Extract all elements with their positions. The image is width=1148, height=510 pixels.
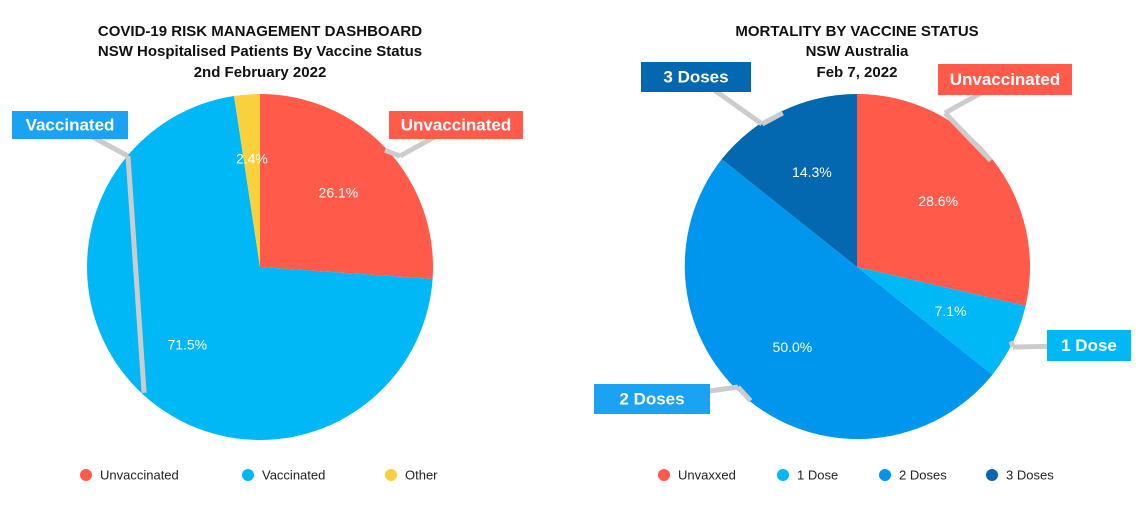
percent-label-3-doses: 14.3% — [792, 164, 832, 180]
percent-label-vaccinated: 71.5% — [167, 337, 207, 353]
chart-date: Feb 7, 2022 — [817, 64, 898, 81]
callout-box-vaccinated — [12, 111, 128, 139]
percent-label-1-dose: 7.1% — [935, 303, 967, 319]
legend-label-1-dose: 1 Dose — [797, 467, 838, 482]
percent-label-2-doses: 50.0% — [773, 339, 813, 355]
callout-box-unvaccinated — [938, 64, 1072, 95]
legend-label-2-doses: 2 Doses — [899, 467, 947, 482]
legend-swatch-unvaxxed — [658, 469, 670, 481]
callout-label-vaccinated: Vaccinated — [26, 115, 115, 134]
chart-subtitle: NSW Australia — [806, 43, 909, 60]
chart-title: COVID-19 RISK MANAGEMENT DASHBOARD — [98, 23, 422, 40]
callout-label-1-dose: 1 Dose — [1061, 336, 1117, 355]
chart-legend: Unvaxxed 1 Dose 2 Doses 3 Doses — [658, 467, 1054, 482]
pie-slices — [87, 94, 434, 440]
callout-leader-line — [125, 155, 147, 393]
legend-label-other: Other — [405, 467, 438, 482]
legend-label-vaccinated: Vaccinated — [262, 467, 325, 482]
pie-slice-1-dose — [857, 267, 1026, 375]
legend-label-unvaccinated: Unvaccinated — [100, 467, 179, 482]
pie-percent-labels: 28.6% 7.1% 50.0% 14.3% — [773, 164, 967, 355]
legend-swatch-unvaccinated — [80, 469, 92, 481]
legend-swatch-other — [385, 469, 397, 481]
callout-label-unvaccinated: Unvaccinated — [950, 70, 1061, 89]
legend-label-3-doses: 3 Doses — [1006, 467, 1054, 482]
pie-callouts: Unvaccinated Vaccinated — [12, 111, 523, 393]
callout-label-3-doses: 3 Doses — [663, 67, 728, 86]
pie-slice-2-doses — [684, 159, 993, 440]
percent-label-other: 2.4% — [236, 151, 268, 167]
chart-date: 2nd February 2022 — [194, 64, 327, 81]
callout-leader-line — [760, 110, 784, 127]
pie-slice-vaccinated — [87, 95, 433, 440]
callout-leader-line — [736, 385, 753, 403]
legend-swatch-2-doses — [879, 469, 891, 481]
callout-label-unvaccinated: Unvaccinated — [401, 115, 512, 134]
hospitalised-pie-chart: COVID-19 RISK MANAGEMENT DASHBOARD NSW H… — [12, 23, 523, 482]
callout-leader-line — [1008, 340, 1016, 348]
chart-title: MORTALITY BY VACCINE STATUS — [735, 23, 978, 40]
legend-swatch-1-dose — [777, 469, 789, 481]
legend-swatch-3-doses — [986, 469, 998, 481]
chart-subtitle: NSW Hospitalised Patients By Vaccine Sta… — [98, 43, 422, 60]
callout-box-unvaccinated — [389, 111, 523, 139]
callout-box-2-doses — [594, 384, 710, 414]
legend-swatch-vaccinated — [242, 469, 254, 481]
pie-slices — [684, 94, 1030, 440]
percent-label-unvaccinated: 26.1% — [319, 185, 359, 201]
chart-legend: Unvaccinated Vaccinated Other — [80, 467, 438, 482]
pie-slice-unvaxxed — [857, 94, 1030, 306]
callout-box-3-doses — [641, 62, 751, 92]
callout-leader-line — [384, 147, 401, 159]
mortality-pie-chart: MORTALITY BY VACCINE STATUS NSW Australi… — [594, 23, 1131, 482]
callout-label-2-doses: 2 Doses — [619, 389, 684, 408]
pie-slice-other — [234, 94, 260, 267]
callout-box-1-dose — [1047, 330, 1131, 361]
pie-slice-unvaccinated — [260, 94, 434, 279]
legend-label-unvaxxed: Unvaxxed — [678, 467, 736, 482]
percent-label-unvaxxed: 28.6% — [918, 193, 958, 209]
pie-percent-labels: 26.1% 71.5% 2.4% — [167, 151, 358, 353]
pie-slice-3-doses — [721, 94, 857, 267]
callout-leader-line — [943, 111, 993, 163]
pie-callouts: 3 Doses Unvaccinated 1 Dose 2 Doses — [594, 62, 1131, 414]
